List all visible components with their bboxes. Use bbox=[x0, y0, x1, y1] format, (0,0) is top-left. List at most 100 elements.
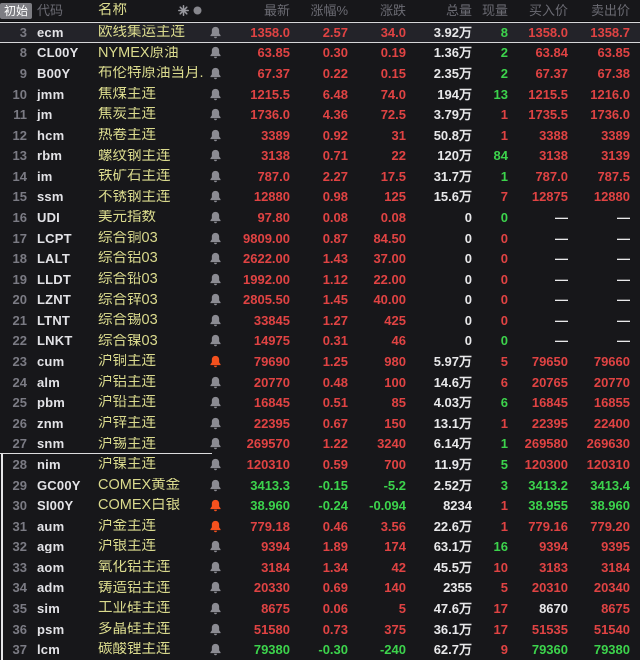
alert-bell-icon[interactable] bbox=[204, 211, 226, 224]
initial-column-header[interactable]: 初始 bbox=[0, 2, 34, 19]
contract-name: 碳酸锂主连 bbox=[98, 642, 171, 657]
alert-bell-icon[interactable] bbox=[204, 334, 226, 347]
latest-price: 1736.0 bbox=[250, 108, 290, 122]
change-percent: 1.43 bbox=[322, 252, 348, 266]
alert-bell-icon[interactable] bbox=[204, 458, 226, 471]
alert-bell-icon[interactable] bbox=[204, 314, 226, 327]
alert-bell-icon[interactable] bbox=[204, 396, 226, 409]
bell-icon bbox=[209, 273, 221, 285]
change-percent: 0.59 bbox=[322, 457, 348, 471]
alert-bell-icon[interactable] bbox=[204, 273, 226, 286]
bid-price: 787.0 bbox=[535, 169, 568, 183]
table-row[interactable]: 32 agm 沪银主连 9394 1.89 174 63.1万 16 9394 … bbox=[0, 536, 640, 557]
bell-icon bbox=[209, 644, 221, 656]
column-header-total-volume[interactable]: 总量 bbox=[445, 4, 472, 17]
table-row[interactable]: 3 ecm 欧线集运主连 1358.0 2.57 34.0 3.92万 8 13… bbox=[0, 22, 640, 43]
row-number: 18 bbox=[12, 252, 27, 266]
table-row[interactable]: 12 hcm 热卷主连 3389 0.92 31 50.8万 1 3388 33… bbox=[0, 125, 640, 146]
alert-bell-icon[interactable] bbox=[204, 46, 226, 59]
change-percent: 2.27 bbox=[322, 169, 348, 183]
contract-name: 综合锡03 bbox=[98, 313, 158, 328]
change-amount: 700 bbox=[384, 457, 406, 471]
alert-bell-icon[interactable] bbox=[204, 67, 226, 80]
contract-code: alm bbox=[37, 375, 61, 389]
alert-bell-icon[interactable] bbox=[204, 602, 226, 615]
total-volume: 5.97万 bbox=[433, 355, 472, 369]
table-row[interactable]: 37 lcm 碳酸锂主连 79380 -0.30 -240 62.7万 9 79… bbox=[0, 639, 640, 660]
column-header-code[interactable]: 代码 bbox=[37, 4, 64, 17]
table-row[interactable]: 27 snm 沪锡主连 269570 1.22 3240 6.14万 1 269… bbox=[0, 434, 640, 455]
table-row[interactable]: 8 CL00Y NYMEX原油 63.85 0.30 0.19 1.36万 2 … bbox=[0, 43, 640, 64]
table-row[interactable]: 24 alm 沪铝主连 20770 0.48 100 14.6万 6 20765… bbox=[0, 372, 640, 393]
alert-bell-icon[interactable] bbox=[204, 623, 226, 636]
column-header-change[interactable]: 涨跌 bbox=[379, 4, 406, 17]
alert-bell-icon[interactable] bbox=[204, 561, 226, 574]
table-row[interactable]: 18 LALT 综合铝03 2622.00 1.43 37.00 0 0 — — bbox=[0, 248, 640, 269]
current-volume: 84 bbox=[493, 149, 508, 163]
table-row[interactable]: 26 znm 沪锌主连 22395 0.67 150 13.1万 1 22395… bbox=[0, 413, 640, 434]
alert-bell-icon[interactable] bbox=[204, 293, 226, 306]
contract-name: 沪锌主连 bbox=[98, 416, 156, 431]
table-row[interactable]: 14 im 铁矿石主连 787.0 2.27 17.5 31.7万 1 787.… bbox=[0, 166, 640, 187]
total-volume: 0 bbox=[464, 272, 472, 286]
contract-code: aom bbox=[37, 560, 65, 574]
alert-bell-icon[interactable] bbox=[204, 252, 226, 265]
alert-bell-icon[interactable] bbox=[204, 417, 226, 430]
column-header-current-volume[interactable]: 现量 bbox=[481, 4, 508, 17]
bid-price: 16845 bbox=[531, 396, 568, 410]
alert-bell-icon[interactable] bbox=[204, 479, 226, 492]
table-row[interactable]: 29 GC00Y COMEX黄金 3413.3 -0.15 -5.2 2.52万… bbox=[0, 474, 640, 496]
table-row[interactable]: 11 jm 焦炭主连 1736.0 4.36 72.5 3.79万 1 1735… bbox=[0, 104, 640, 125]
table-row[interactable]: 33 aom 氧化铝主连 3184 1.34 42 45.5万 10 3183 … bbox=[0, 557, 640, 578]
table-row[interactable]: 34 adm 铸造铝主连 20330 0.69 140 2355 5 20310… bbox=[0, 577, 640, 599]
column-header-ask-price[interactable]: 卖出价 bbox=[590, 4, 630, 17]
bell-icon bbox=[209, 499, 221, 512]
table-row[interactable]: 15 ssm 不锈钢主连 12880 0.98 125 15.6万 7 1287… bbox=[0, 187, 640, 208]
alert-bell-icon[interactable] bbox=[204, 540, 226, 553]
table-row[interactable]: 30 SI00Y COMEX白银 38.960 -0.24 -0.094 823… bbox=[0, 495, 640, 516]
bid-price: 79650 bbox=[531, 355, 568, 369]
table-row[interactable]: 17 LCPT 综合铜03 9809.00 0.87 84.50 0 0 — — bbox=[0, 228, 640, 249]
alert-bell-icon[interactable] bbox=[204, 355, 226, 368]
ask-price: — bbox=[617, 252, 630, 266]
table-row[interactable]: 28 nim 沪镍主连 120310 0.59 700 11.9万 5 1203… bbox=[0, 454, 640, 475]
alert-bell-icon[interactable] bbox=[204, 499, 226, 512]
alert-bell-icon[interactable] bbox=[204, 108, 226, 121]
table-row[interactable]: 36 psm 多晶硅主连 51580 0.73 375 36.1万 17 515… bbox=[0, 618, 640, 640]
column-header-name[interactable]: 名称 bbox=[92, 3, 204, 18]
table-row[interactable]: 21 LTNT 综合锡03 33845 1.27 425 0 0 — — bbox=[0, 310, 640, 331]
alert-bell-icon[interactable] bbox=[204, 643, 226, 656]
table-row[interactable]: 16 UDI 美元指数 97.80 0.08 0.08 0 0 — — bbox=[0, 207, 640, 228]
row-number: 23 bbox=[12, 355, 27, 369]
alert-bell-icon[interactable] bbox=[204, 581, 226, 594]
table-row[interactable]: 19 LLDT 综合铅03 1992.00 1.12 22.00 0 0 — — bbox=[0, 269, 640, 290]
contract-code: UDI bbox=[37, 210, 60, 224]
alert-bell-icon[interactable] bbox=[204, 190, 226, 203]
column-header-latest[interactable]: 最新 bbox=[263, 4, 290, 17]
alert-bell-icon[interactable] bbox=[204, 170, 226, 183]
initial-button[interactable]: 初始 bbox=[0, 3, 33, 19]
row-number: 25 bbox=[12, 396, 27, 410]
alert-bell-icon[interactable] bbox=[204, 520, 226, 533]
table-row[interactable]: 13 rbm 螺纹钢主连 3138 0.71 22 120万 84 3138 3… bbox=[0, 145, 640, 166]
ask-price: 1216.0 bbox=[590, 87, 630, 101]
table-row[interactable]: 35 sim 工业硅主连 8675 0.06 5 47.6万 17 8670 8… bbox=[0, 598, 640, 619]
table-row[interactable]: 9 B00Y 布伦特原油当月... 67.37 0.22 0.15 2.35万 … bbox=[0, 63, 640, 84]
table-row[interactable]: 23 cum 沪铜主连 79690 1.25 980 5.97万 5 79650… bbox=[0, 351, 640, 372]
current-volume: 8 bbox=[500, 25, 508, 39]
table-row[interactable]: 10 jmm 焦煤主连 1215.5 6.48 74.0 194万 13 121… bbox=[0, 84, 640, 105]
table-row[interactable]: 20 LZNT 综合锌03 2805.50 1.45 40.00 0 0 — — bbox=[0, 290, 640, 311]
alert-bell-icon[interactable] bbox=[204, 88, 226, 101]
alert-bell-icon[interactable] bbox=[204, 232, 226, 245]
alert-bell-icon[interactable] bbox=[204, 129, 226, 142]
table-row[interactable]: 25 pbm 沪铅主连 16845 0.51 85 4.03万 6 16845 … bbox=[0, 392, 640, 413]
table-row[interactable]: 31 aum 沪金主连 779.18 0.46 3.56 22.6万 1 779… bbox=[0, 515, 640, 537]
alert-bell-icon[interactable] bbox=[204, 376, 226, 389]
alert-bell-icon[interactable] bbox=[204, 149, 226, 162]
bid-price: — bbox=[555, 293, 568, 307]
alert-bell-icon[interactable] bbox=[204, 26, 226, 39]
column-header-change-percent[interactable]: 涨幅% bbox=[310, 4, 348, 17]
column-header-bid-price[interactable]: 买入价 bbox=[528, 4, 568, 17]
alert-bell-icon[interactable] bbox=[204, 437, 226, 450]
table-row[interactable]: 22 LNKT 综合镍03 14975 0.31 46 0 0 — — bbox=[0, 331, 640, 352]
